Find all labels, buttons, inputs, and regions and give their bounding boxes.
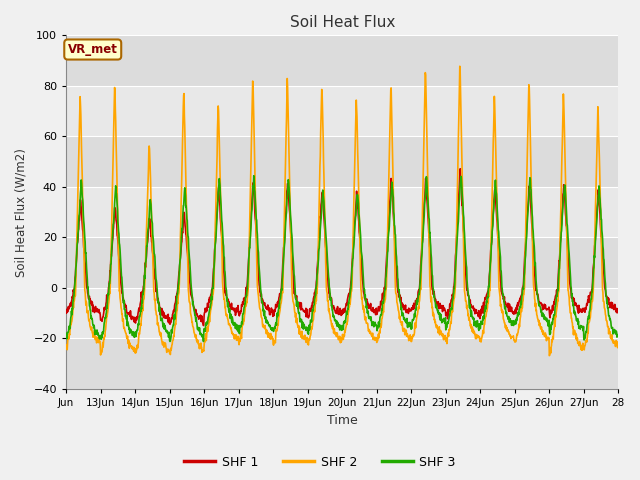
Bar	[66, 36, 618, 86]
Bar	[66, 288, 618, 338]
Y-axis label: Soil Heat Flux (W/m2): Soil Heat Flux (W/m2)	[15, 148, 28, 276]
Bar	[66, 86, 618, 136]
X-axis label: Time: Time	[327, 414, 358, 427]
Bar	[66, 238, 618, 288]
Bar	[66, 187, 618, 238]
Bar	[66, 136, 618, 187]
Legend: SHF 1, SHF 2, SHF 3: SHF 1, SHF 2, SHF 3	[179, 451, 461, 474]
Bar	[66, 338, 618, 389]
Text: VR_met: VR_met	[68, 43, 118, 56]
Title: Soil Heat Flux: Soil Heat Flux	[289, 15, 395, 30]
